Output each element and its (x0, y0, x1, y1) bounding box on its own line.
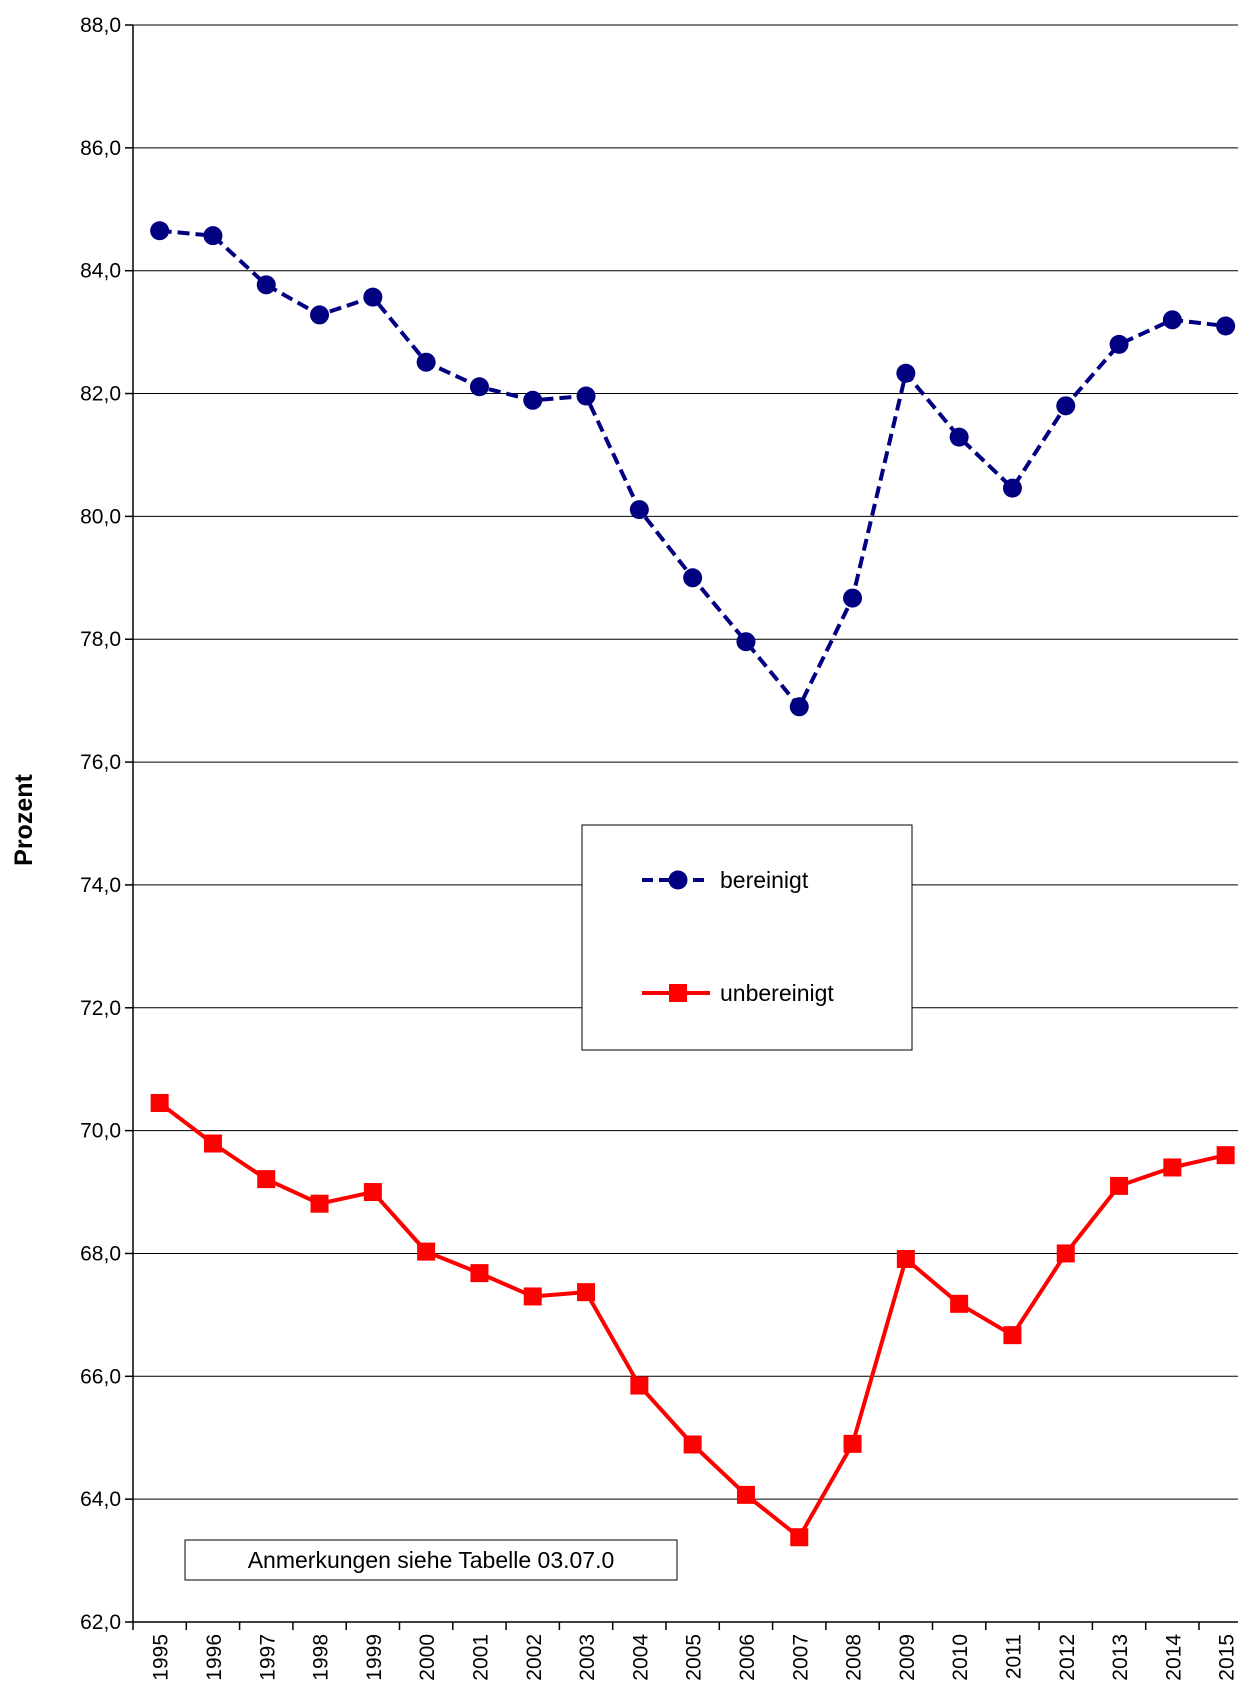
data-point-unbereinigt (790, 1528, 809, 1547)
y-tick-labels: 62,0 64,0 66,0 68,0 70,0 72,0 74,0 76,0 78,0 80,0… (80, 14, 133, 1634)
series-lines (150, 221, 1236, 1547)
data-point-bereinigt (683, 568, 703, 588)
annotation-box: Anmerkungen siehe Tabelle 03.07.0 (184, 1539, 678, 1581)
x-tick-label: 1997 (256, 1634, 279, 1681)
y-tick-label: 78,0 (80, 628, 121, 651)
x-tick-label: 2005 (683, 1634, 706, 1681)
data-point-unbereinigt (150, 1093, 169, 1112)
x-tick-label: 2000 (416, 1634, 439, 1681)
data-point-bereinigt (843, 588, 863, 608)
x-tick-label: 2014 (1162, 1634, 1185, 1681)
x-tick-label: 1999 (363, 1634, 386, 1681)
x-tick-label: 1998 (310, 1634, 333, 1681)
x-tick-label: 2004 (629, 1634, 652, 1681)
data-point-bereinigt (469, 377, 489, 397)
data-point-unbereinigt (843, 1434, 862, 1453)
data-point-unbereinigt (683, 1435, 702, 1454)
legend-label-bereinigt: bereinigt (720, 867, 809, 893)
series-line-bereinigt (159, 228, 1226, 709)
data-point-unbereinigt (470, 1264, 489, 1283)
data-point-unbereinigt (1163, 1158, 1182, 1177)
x-tick-label: 2013 (1109, 1634, 1132, 1681)
data-point-bereinigt (949, 427, 969, 447)
legend: bereinigt unbereinigt (581, 824, 913, 1051)
y-tick-label: 72,0 (80, 997, 121, 1020)
y-tick-label: 84,0 (80, 260, 121, 283)
gridlines (133, 24, 1238, 1500)
x-tick-label: 2015 (1216, 1634, 1238, 1681)
data-point-bereinigt (203, 226, 223, 246)
data-point-bereinigt (1002, 478, 1022, 498)
x-tick-label: 2006 (736, 1634, 759, 1681)
data-point-bereinigt (896, 363, 916, 383)
x-tick-label: 2011 (1002, 1634, 1025, 1679)
y-tick-label: 82,0 (80, 383, 121, 406)
data-point-unbereinigt (203, 1134, 222, 1153)
data-point-unbereinigt (523, 1287, 542, 1306)
data-point-unbereinigt (736, 1485, 755, 1504)
data-point-unbereinigt (1110, 1176, 1129, 1195)
legend-box (581, 824, 913, 1051)
data-point-unbereinigt (363, 1183, 382, 1202)
x-tick-label: 2007 (789, 1634, 812, 1681)
y-tick-label: 80,0 (80, 505, 121, 528)
y-tick-label: 68,0 (80, 1242, 121, 1265)
x-tick-labels: 1995 1996 1997 1998 1999 2000 2001 2002 2003 2004… (132, 1622, 1238, 1681)
y-tick-label: 88,0 (80, 14, 121, 37)
data-point-unbereinigt (417, 1242, 436, 1261)
data-point-bereinigt (789, 697, 809, 717)
data-point-bereinigt (416, 352, 436, 372)
data-point-unbereinigt (310, 1194, 329, 1213)
x-tick-label: 2003 (576, 1634, 599, 1681)
x-tick-label: 2010 (949, 1634, 972, 1681)
y-tick-label: 74,0 (80, 874, 121, 897)
y-tick-label: 66,0 (80, 1365, 121, 1388)
data-point-bereinigt (256, 275, 276, 295)
y-tick-label: 76,0 (80, 751, 121, 774)
axes (132, 25, 1238, 1623)
data-point-unbereinigt (1216, 1146, 1235, 1165)
data-point-bereinigt (576, 386, 596, 406)
data-point-bereinigt (736, 632, 756, 652)
x-tick-label: 1996 (203, 1634, 226, 1681)
legend-label-unbereinigt: unbereinigt (720, 980, 834, 1006)
y-tick-label: 62,0 (80, 1611, 121, 1634)
data-point-bereinigt (523, 390, 543, 410)
x-tick-label: 2008 (843, 1634, 866, 1681)
series-line-unbereinigt (158, 1101, 1227, 1540)
annotation-frame (184, 1539, 678, 1581)
y-axis-title: Prozent (10, 773, 38, 865)
data-point-bereinigt (310, 305, 330, 325)
x-tick-label: 2012 (1056, 1634, 1079, 1681)
data-point-bereinigt (1056, 396, 1076, 416)
data-point-unbereinigt (630, 1376, 649, 1395)
annotation-text: Anmerkungen siehe Tabelle 03.07.0 (248, 1547, 615, 1573)
data-point-bereinigt (1162, 310, 1182, 330)
data-point-bereinigt (629, 500, 649, 520)
data-point-bereinigt (363, 287, 383, 307)
data-point-unbereinigt (896, 1249, 915, 1268)
data-point-bereinigt (150, 221, 170, 241)
data-point-unbereinigt (1056, 1244, 1075, 1263)
x-tick-label: 2009 (896, 1634, 919, 1681)
data-point-unbereinigt (1003, 1326, 1022, 1345)
y-tick-label: 86,0 (80, 137, 121, 160)
legend-marker-unbereinigt (669, 984, 687, 1002)
data-point-unbereinigt (577, 1283, 596, 1302)
data-point-unbereinigt (950, 1294, 969, 1313)
y-tick-label: 70,0 (80, 1120, 121, 1143)
y-tick-label: 64,0 (80, 1488, 121, 1511)
x-tick-label: 2001 (469, 1634, 492, 1681)
data-point-bereinigt (1216, 316, 1236, 336)
data-point-unbereinigt (257, 1170, 276, 1189)
legend-marker-bereinigt (668, 870, 688, 890)
data-point-bereinigt (1109, 334, 1129, 354)
x-tick-label: 2002 (523, 1634, 546, 1681)
x-tick-label: 1995 (150, 1634, 173, 1681)
